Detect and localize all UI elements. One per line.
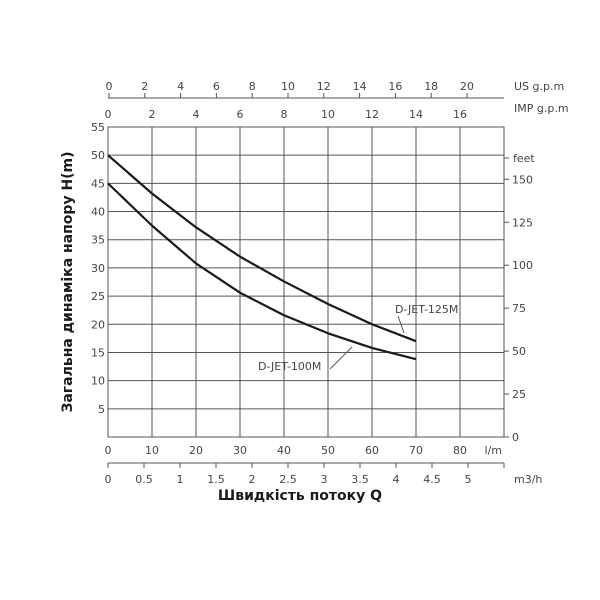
x-tick-label: 10 xyxy=(145,444,159,457)
imp-gpm-axis-label: IMP g.p.m xyxy=(514,102,569,115)
m3h-tick-label: 2 xyxy=(249,473,256,486)
x-unit-label: l/m xyxy=(485,444,502,457)
m3h-tick-label: 1 xyxy=(177,473,184,486)
imp-gpm-tick-label: 4 xyxy=(193,108,200,121)
feet-axis-label: feet xyxy=(513,152,535,165)
x-tick-label: 80 xyxy=(453,444,467,457)
us-gpm-tick-label: 20 xyxy=(460,80,474,93)
us-gpm-tick-label: 10 xyxy=(281,80,295,93)
us-gpm-tick-label: 18 xyxy=(424,80,438,93)
series-label: D-JET-100M xyxy=(258,360,321,373)
series-leader-line xyxy=(329,346,353,370)
imp-gpm-tick-label: 12 xyxy=(365,108,379,121)
us-gpm-axis-label: US g.p.m xyxy=(514,80,564,93)
y-tick-label: 55 xyxy=(91,121,105,134)
x-tick-label: 70 xyxy=(409,444,423,457)
x-axis-title: Швидкість потоку Q xyxy=(218,488,382,504)
y-tick-label: 30 xyxy=(91,262,105,275)
feet-tick-label: 100 xyxy=(512,259,533,272)
m3h-tick-label: 3 xyxy=(321,473,328,486)
us-gpm-tick-label: 14 xyxy=(353,80,367,93)
m3h-tick-label: 0.5 xyxy=(135,473,153,486)
x-tick-label: 50 xyxy=(321,444,335,457)
us-gpm-tick-label: 8 xyxy=(249,80,256,93)
us-gpm-tick-label: 16 xyxy=(388,80,402,93)
x-tick-label: 60 xyxy=(365,444,379,457)
x-tick-label: 0 xyxy=(105,444,112,457)
m3h-tick-label: 3.5 xyxy=(351,473,369,486)
us-gpm-tick-label: 4 xyxy=(177,80,184,93)
imp-gpm-tick-label: 2 xyxy=(149,108,156,121)
x-tick-label: 20 xyxy=(189,444,203,457)
x-tick-label: 30 xyxy=(233,444,247,457)
series-label: D-JET-125M xyxy=(395,303,458,316)
y-tick-label: 10 xyxy=(91,375,105,388)
feet-tick-label: 150 xyxy=(512,173,533,186)
series-leader-line xyxy=(397,315,405,334)
imp-gpm-tick-label: 6 xyxy=(237,108,244,121)
series-line-d-jet-100m xyxy=(107,182,417,361)
m3h-tick-label: 1.5 xyxy=(207,473,225,486)
series-line-d-jet-125m xyxy=(107,154,417,343)
us-gpm-tick-label: 12 xyxy=(317,80,331,93)
m3h-axis-label: m3/h xyxy=(514,473,542,486)
y-tick-label: 35 xyxy=(91,234,105,247)
imp-gpm-tick-label: 10 xyxy=(321,108,335,121)
m3h-tick-label: 4 xyxy=(393,473,400,486)
imp-gpm-tick-label: 14 xyxy=(409,108,423,121)
x-tick-label: 40 xyxy=(277,444,291,457)
y-tick-label: 15 xyxy=(91,346,105,359)
feet-tick-label: 50 xyxy=(512,345,526,358)
y-tick-label: 5 xyxy=(98,403,105,416)
feet-tick-label: 0 xyxy=(512,431,519,444)
feet-tick-label: 125 xyxy=(512,216,533,229)
y-tick-label: 20 xyxy=(91,318,105,331)
y-tick-label: 50 xyxy=(91,149,105,162)
feet-tick-label: 25 xyxy=(512,388,526,401)
us-gpm-tick-label: 0 xyxy=(106,80,113,93)
m3h-tick-label: 2.5 xyxy=(279,473,297,486)
m3h-tick-label: 4.5 xyxy=(423,473,441,486)
y-tick-label: 45 xyxy=(91,177,105,190)
plot-frame xyxy=(107,126,505,438)
y-axis-title: Загальна динаміка напору H(m) xyxy=(60,151,76,412)
m3h-tick-label: 0 xyxy=(105,473,112,486)
us-gpm-tick-label: 2 xyxy=(141,80,148,93)
imp-gpm-tick-label: 16 xyxy=(453,108,467,121)
y-tick-label: 40 xyxy=(91,206,105,219)
imp-gpm-tick-label: 0 xyxy=(105,108,112,121)
imp-gpm-tick-label: 8 xyxy=(281,108,288,121)
y-tick-label: 25 xyxy=(91,290,105,303)
us-gpm-tick-label: 6 xyxy=(213,80,220,93)
m3h-tick-label: 5 xyxy=(465,473,472,486)
feet-tick-label: 75 xyxy=(512,302,526,315)
